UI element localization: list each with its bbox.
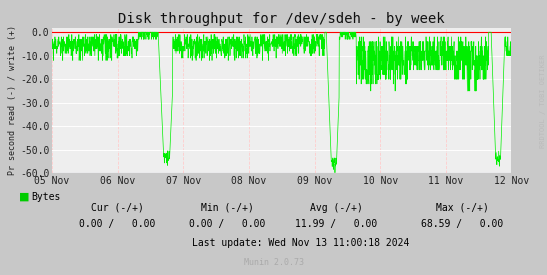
Text: RRDTOOL / TOBI OETIKER: RRDTOOL / TOBI OETIKER — [540, 55, 546, 148]
Text: Last update: Wed Nov 13 11:00:18 2024: Last update: Wed Nov 13 11:00:18 2024 — [192, 238, 410, 248]
Y-axis label: Pr second read (-) / write (+): Pr second read (-) / write (+) — [8, 25, 17, 175]
Text: Bytes: Bytes — [32, 192, 61, 202]
Text: 68.59 /   0.00: 68.59 / 0.00 — [421, 219, 503, 229]
Text: 0.00 /   0.00: 0.00 / 0.00 — [79, 219, 156, 229]
Text: Avg (-/+): Avg (-/+) — [310, 203, 363, 213]
Text: Min (-/+): Min (-/+) — [201, 203, 253, 213]
Text: ■: ■ — [19, 192, 30, 202]
Text: 11.99 /   0.00: 11.99 / 0.00 — [295, 219, 377, 229]
Title: Disk throughput for /dev/sdeh - by week: Disk throughput for /dev/sdeh - by week — [118, 12, 445, 26]
Text: Max (-/+): Max (-/+) — [436, 203, 488, 213]
Text: Munin 2.0.73: Munin 2.0.73 — [243, 258, 304, 267]
Text: 0.00 /   0.00: 0.00 / 0.00 — [189, 219, 265, 229]
Text: Cur (-/+): Cur (-/+) — [91, 203, 144, 213]
